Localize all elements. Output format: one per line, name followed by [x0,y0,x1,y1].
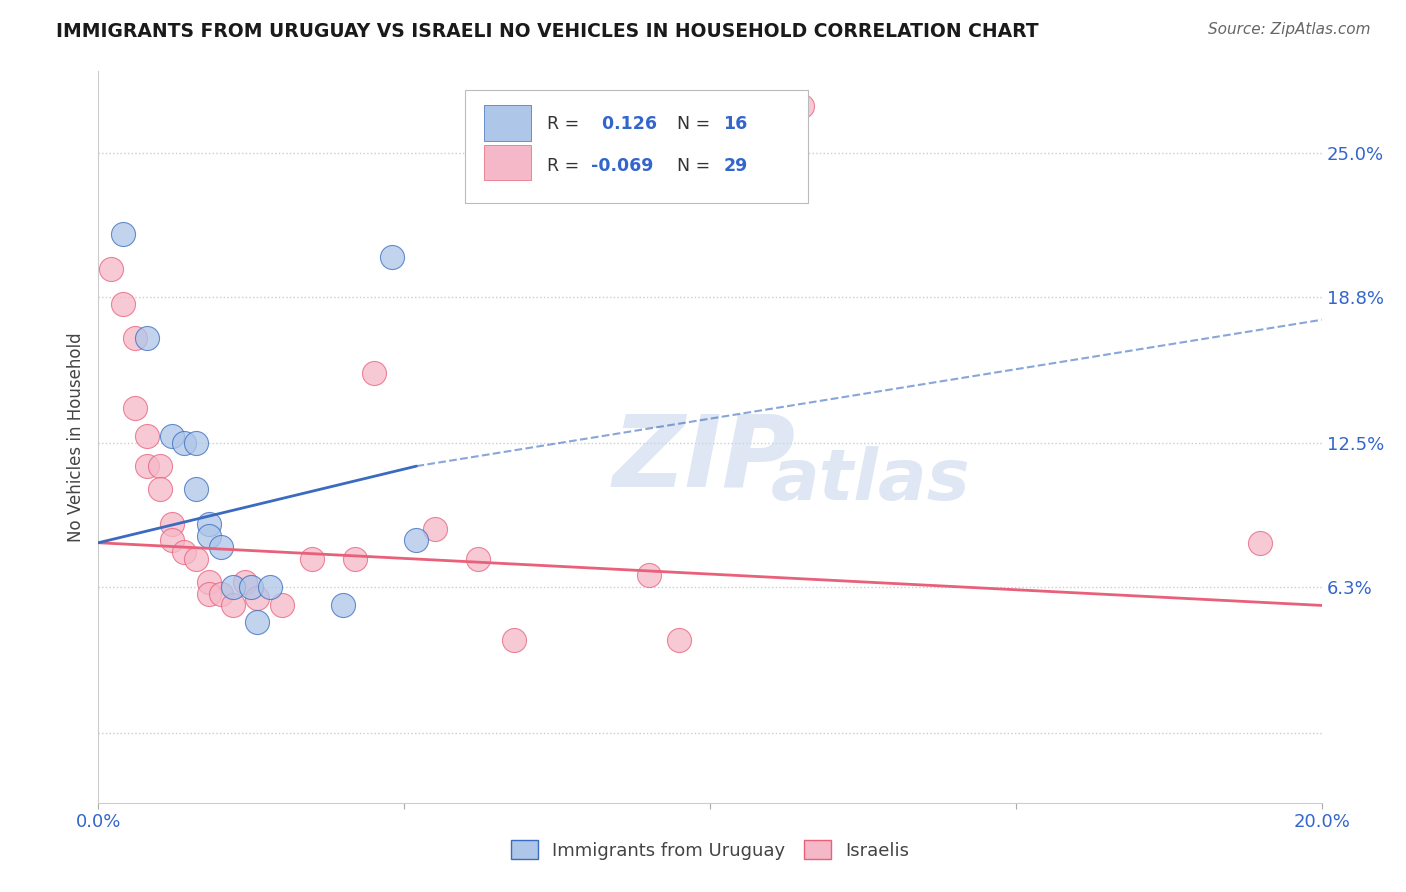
Text: N =: N = [678,115,710,133]
Point [149,459,172,474]
Point [111,296,134,310]
Point [173,545,195,559]
Point [197,575,219,590]
Point [160,533,183,548]
FancyBboxPatch shape [465,90,808,203]
Point [124,331,146,345]
Point [173,436,195,450]
Point [160,517,183,532]
Point [246,615,269,629]
Point [233,575,256,590]
Text: 29: 29 [724,158,748,176]
Point [259,580,281,594]
Point [270,599,292,613]
Point [246,591,269,606]
Text: 16: 16 [724,115,748,133]
FancyBboxPatch shape [484,145,531,180]
Y-axis label: No Vehicles in Household: No Vehicles in Household [67,332,86,542]
FancyBboxPatch shape [484,105,531,141]
Point [124,401,146,415]
Point [668,633,690,648]
Legend: Immigrants from Uruguay, Israelis: Immigrants from Uruguay, Israelis [503,833,917,867]
Point [790,99,813,113]
Text: 0.126: 0.126 [596,115,657,133]
Point [405,533,427,548]
Point [637,568,661,582]
Point [197,587,219,601]
Text: Source: ZipAtlas.com: Source: ZipAtlas.com [1208,22,1371,37]
Text: ZIP: ZIP [612,410,796,508]
Point [222,599,245,613]
Point [111,227,134,241]
Text: IMMIGRANTS FROM URUGUAY VS ISRAELI NO VEHICLES IN HOUSEHOLD CORRELATION CHART: IMMIGRANTS FROM URUGUAY VS ISRAELI NO VE… [56,22,1039,41]
Point [186,436,208,450]
Point [186,483,208,497]
Point [197,529,219,543]
Point [197,517,219,532]
Point [136,459,159,474]
Text: atlas: atlas [772,447,972,516]
Point [301,552,323,566]
Point [222,580,245,594]
Point [344,552,367,566]
Point [149,483,172,497]
Point [100,261,122,276]
Point [209,587,232,601]
Text: R =: R = [547,115,579,133]
Point [136,331,159,345]
Point [240,580,263,594]
Point [136,429,159,443]
Point [503,633,526,648]
Point [332,599,354,613]
Point [423,522,446,536]
Point [160,429,183,443]
Point [209,541,232,555]
Text: -0.069: -0.069 [592,158,654,176]
Point [467,552,489,566]
Point [186,552,208,566]
Point [363,366,385,380]
Text: R =: R = [547,158,579,176]
Point [381,250,404,264]
Text: N =: N = [678,158,710,176]
Point [1249,535,1271,549]
